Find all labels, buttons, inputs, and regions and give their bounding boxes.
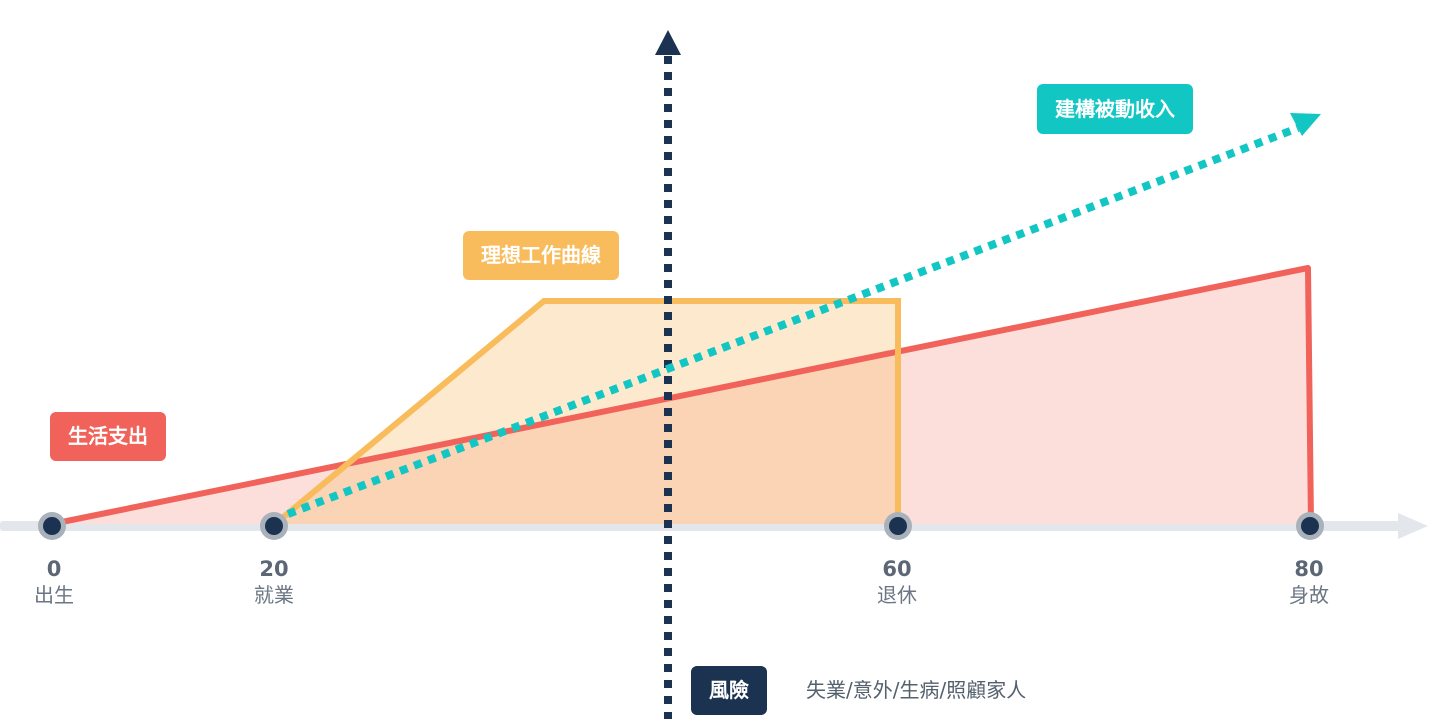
milestone-age: 80: [1294, 557, 1324, 581]
milestone-node: [260, 512, 288, 540]
milestone-birth: 0 出生: [0, 556, 114, 608]
milestone-node: [884, 512, 912, 540]
milestone-label: 出生: [34, 583, 74, 607]
ideal-work-label: 理想工作曲線: [463, 231, 619, 280]
milestone-age: 60: [882, 557, 912, 581]
milestone-age: 0: [46, 557, 62, 581]
risk-description: 失業/意外/生病/照顧家人: [806, 678, 1027, 702]
milestone-label: 就業: [254, 583, 294, 607]
milestone-label: 身故: [1289, 583, 1329, 607]
ideal-work-line: [273, 298, 901, 527]
milestone-node: [38, 512, 66, 540]
milestone-retirement: 60 退休: [837, 556, 957, 608]
risk-label: 風險: [691, 666, 767, 715]
passive-income-label: 建構被動收入: [1037, 84, 1193, 134]
milestone-employment: 20 就業: [214, 556, 334, 608]
milestone-death: 80 身故: [1249, 556, 1369, 608]
milestone-label: 退休: [877, 583, 917, 607]
risk-arrow-head: [655, 30, 681, 55]
timeline-arrow-head: [1398, 513, 1428, 539]
passive-income-line: [286, 124, 1300, 518]
passive-income-arrow-head: [1290, 113, 1321, 136]
expense-label: 生活支出: [50, 412, 166, 461]
expense-line: [51, 265, 1314, 527]
milestone-node: [1296, 512, 1324, 540]
milestone-age: 20: [259, 557, 289, 581]
